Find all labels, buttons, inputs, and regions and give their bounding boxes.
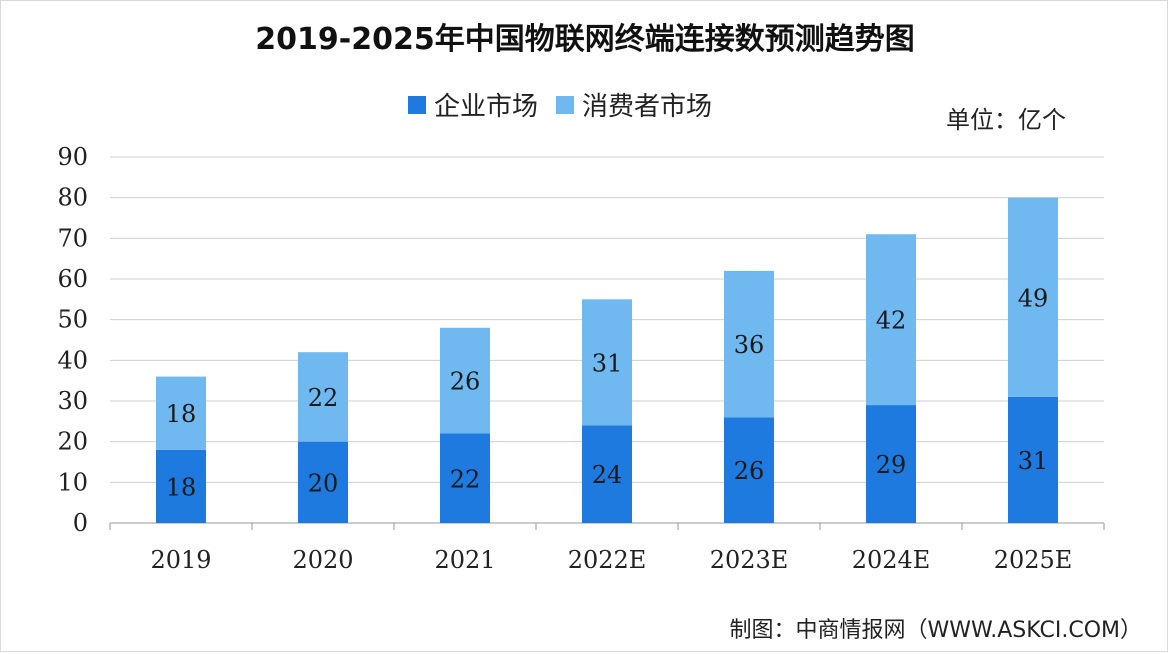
bar-enterprise-2023E: [724, 417, 774, 523]
data-label-consumer-2024E: 42: [876, 307, 907, 335]
bar-enterprise-2021: [440, 433, 490, 523]
y-tick-label-60: 60: [57, 265, 88, 293]
data-label-enterprise-2019: 18: [166, 473, 197, 501]
x-tick-label-2019: 2019: [150, 546, 211, 574]
unit-label: 单位：亿个: [946, 106, 1066, 134]
bar-enterprise-2024E: [866, 405, 916, 523]
y-tick-label-80: 80: [57, 184, 88, 212]
data-label-enterprise-2022E: 24: [592, 461, 623, 489]
source-note: 制图：中商情报网（WWW.ASKCI.COM）: [729, 618, 1142, 643]
y-tick-label-30: 30: [57, 387, 88, 415]
legend-swatch-enterprise: [408, 95, 426, 114]
legend-label-consumer: 消费者市场: [582, 92, 713, 122]
x-tick-label-2021: 2021: [434, 546, 495, 574]
bar-consumer-2020: [298, 352, 348, 442]
y-tick-label-10: 10: [57, 468, 88, 496]
y-tick-label-50: 50: [57, 306, 88, 334]
legend-item-enterprise: 企业市场: [408, 86, 538, 123]
data-label-consumer-2023E: 36: [734, 331, 765, 359]
x-tick-label-2022E: 2022E: [568, 546, 647, 574]
x-tick-label-2024E: 2024E: [852, 546, 931, 574]
y-tick-label-90: 90: [57, 143, 88, 171]
data-label-enterprise-2023E: 26: [734, 457, 765, 485]
x-tick-label-2025E: 2025E: [994, 546, 1073, 574]
data-label-enterprise-2024E: 29: [876, 451, 907, 479]
bar-consumer-2021: [440, 327, 490, 434]
y-tick-label-40: 40: [57, 346, 88, 374]
bar-consumer-2025E: [1008, 197, 1058, 397]
legend-item-consumer: 消费者市场: [556, 86, 712, 123]
y-tick-label-0: 0: [73, 509, 88, 537]
y-tick-label-70: 70: [57, 224, 88, 252]
legend-label-enterprise: 企业市场: [434, 92, 539, 122]
data-label-consumer-2022E: 31: [592, 349, 623, 377]
data-label-consumer-2020: 22: [308, 384, 339, 412]
bar-enterprise-2019: [156, 449, 206, 523]
bar-consumer-2023E: [724, 270, 774, 418]
data-label-enterprise-2020: 20: [308, 469, 339, 497]
data-label-enterprise-2021: 22: [450, 465, 481, 493]
chart-title: 2019-2025年中国物联网终端连接数预测趋势图: [255, 22, 915, 57]
x-tick-label-2023E: 2023E: [710, 546, 789, 574]
data-label-consumer-2025E: 49: [1018, 284, 1049, 312]
legend: 企业市场 消费者市场: [408, 86, 730, 123]
data-label-consumer-2019: 18: [166, 400, 197, 428]
bar-enterprise-2025E: [1008, 396, 1058, 523]
legend-swatch-consumer: [556, 95, 575, 114]
x-tick-label-2020: 2020: [292, 546, 353, 574]
bar-consumer-2024E: [866, 234, 916, 406]
y-tick-label-20: 20: [57, 428, 88, 456]
data-label-enterprise-2025E: 31: [1018, 447, 1049, 475]
bar-enterprise-2022E: [582, 425, 632, 523]
bar-consumer-2022E: [582, 299, 632, 426]
data-label-consumer-2021: 26: [450, 368, 481, 396]
bar-enterprise-2020: [298, 441, 348, 523]
bar-consumer-2019: [156, 376, 206, 450]
